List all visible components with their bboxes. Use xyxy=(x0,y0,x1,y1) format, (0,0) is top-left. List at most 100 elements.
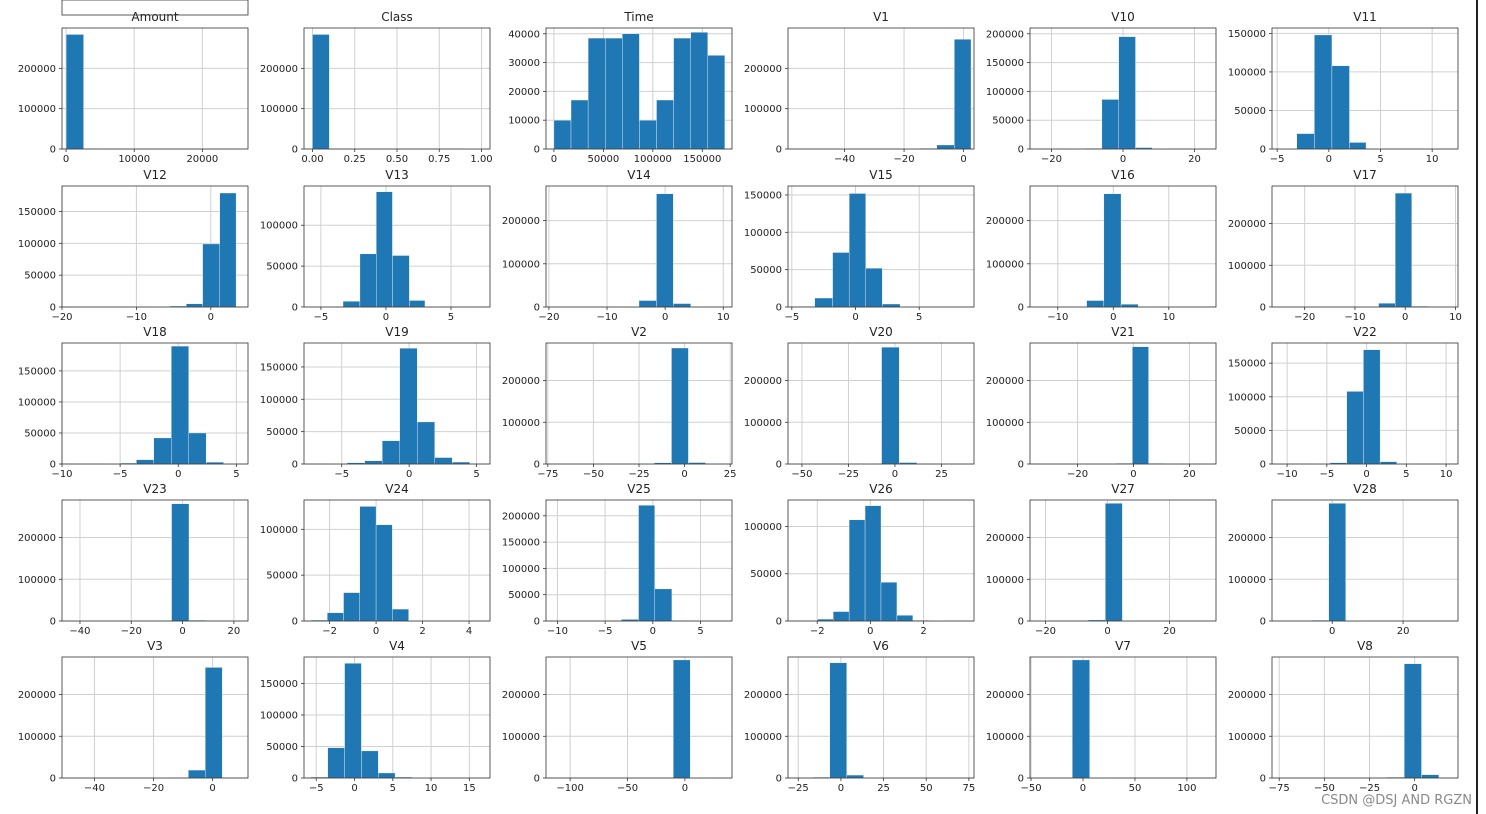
histogram-bar xyxy=(936,144,955,149)
axes-frame xyxy=(787,499,975,622)
axes-frame xyxy=(61,0,249,16)
x-tick-label: −10 xyxy=(1047,312,1068,323)
x-tick-label: 0 xyxy=(351,783,357,794)
x-tick-label: −50 xyxy=(1020,783,1041,794)
axes-frame xyxy=(545,27,733,150)
y-tick-label: 100000 xyxy=(986,418,1024,429)
subplot-v5: V5 −100 −50 0 0 100000 200000 xyxy=(502,639,733,794)
y-tick-label: 200000 xyxy=(502,376,540,387)
x-tick-label: 150000 xyxy=(683,154,721,165)
y-tick-label: 100000 xyxy=(744,104,782,115)
x-tick-label: 0 xyxy=(551,154,557,165)
subplot-title: V13 xyxy=(385,168,408,182)
y-tick-label: 100000 xyxy=(1228,392,1266,403)
histogram-bar xyxy=(954,39,972,149)
histogram-bars xyxy=(551,347,725,464)
y-tick-label: 40000 xyxy=(508,29,540,40)
histogram-bar xyxy=(1118,36,1136,149)
x-tick-label: 0 xyxy=(852,312,858,323)
histogram-bar xyxy=(896,615,914,621)
histogram-bar xyxy=(381,440,400,464)
histogram-bars xyxy=(1279,34,1454,149)
axes-frame xyxy=(61,185,249,308)
histogram-bars xyxy=(310,663,485,778)
subplot-v10: V10 −20 0 20 0 50000 100000 150000 200000 xyxy=(986,10,1217,165)
subplot-title: V22 xyxy=(1353,325,1376,339)
histogram-bar xyxy=(136,459,155,464)
subplot-v28: V28 0 20 0 100000 200000 xyxy=(1228,482,1459,637)
subplot-v1: V1 −40 −20 0 0 100000 200000 xyxy=(744,10,975,165)
x-tick-label: 20 xyxy=(1397,626,1410,637)
x-tick-label: 10 xyxy=(1162,312,1175,323)
y-tick-label: 150000 xyxy=(986,58,1024,69)
x-tick-label: 20000 xyxy=(186,154,218,165)
histogram-bar xyxy=(881,346,900,464)
histogram-bar xyxy=(829,662,847,778)
axes-frame xyxy=(1271,27,1459,150)
x-tick-label: −5 xyxy=(113,469,128,480)
x-tick-label: 0 xyxy=(209,783,215,794)
histogram-bar xyxy=(312,34,330,149)
y-tick-label: 100000 xyxy=(1228,732,1266,743)
x-tick-label: 2 xyxy=(920,626,926,637)
x-tick-label: 5 xyxy=(390,783,396,794)
histogram-bar xyxy=(1411,305,1429,307)
histogram-bars xyxy=(793,346,969,464)
axes-frame xyxy=(61,656,249,779)
axes-frame xyxy=(787,185,975,308)
axes-frame xyxy=(545,499,733,622)
histogram-bar xyxy=(1378,303,1396,307)
x-tick-label: 5 xyxy=(1377,154,1383,165)
histogram-bar xyxy=(1135,147,1153,149)
subplot-title: Amount xyxy=(131,10,178,24)
histogram-bar xyxy=(186,303,203,307)
x-tick-label: −2 xyxy=(322,626,337,637)
x-tick-label: −25 xyxy=(1359,783,1380,794)
y-tick-label: 100000 xyxy=(260,221,298,232)
histogram-bar xyxy=(553,120,572,149)
y-tick-label: 0 xyxy=(776,460,782,471)
histogram-bar xyxy=(417,421,435,464)
y-tick-label: 200000 xyxy=(986,376,1024,387)
y-tick-label: 0 xyxy=(534,617,540,628)
histogram-bar xyxy=(673,659,691,778)
x-tick-label: −75 xyxy=(537,469,558,480)
y-tick-label: 0 xyxy=(292,774,298,785)
histogram-bar xyxy=(848,519,866,621)
x-tick-label: 5 xyxy=(448,312,454,323)
y-tick-label: 200000 xyxy=(502,690,540,701)
x-tick-label: 10000 xyxy=(118,154,150,165)
x-tick-label: 0.00 xyxy=(301,154,323,165)
x-tick-label: 20 xyxy=(1163,626,1176,637)
x-tick-label: 25 xyxy=(724,469,737,480)
histogram-bar xyxy=(392,608,409,621)
x-tick-label: −10 xyxy=(547,626,568,637)
x-tick-label: 0 xyxy=(662,312,668,323)
subplot-title: V20 xyxy=(869,325,892,339)
histogram-bar xyxy=(375,524,393,621)
y-tick-label: 200000 xyxy=(744,64,782,75)
y-tick-label: 0 xyxy=(776,774,782,785)
y-tick-label: 200000 xyxy=(18,533,56,544)
y-tick-label: 50000 xyxy=(1234,106,1266,117)
y-tick-label: 200000 xyxy=(986,690,1024,701)
x-tick-label: −50 xyxy=(583,469,604,480)
x-tick-label: −5 xyxy=(309,783,324,794)
y-tick-label: 200000 xyxy=(502,511,540,522)
x-tick-label: −50 xyxy=(617,783,638,794)
histogram-bar xyxy=(343,592,360,621)
histogram-bar xyxy=(1349,142,1367,149)
y-tick-label: 0 xyxy=(1018,303,1024,314)
y-tick-label: 100000 xyxy=(744,522,782,533)
y-tick-label: 50000 xyxy=(750,265,782,276)
x-tick-label: 25 xyxy=(935,469,948,480)
histogram-bars xyxy=(795,39,972,149)
y-tick-label: 0 xyxy=(50,145,56,156)
x-tick-label: 0 xyxy=(681,469,687,480)
histogram-bar xyxy=(1346,391,1364,464)
histogram-bars xyxy=(554,505,725,621)
y-tick-label: 0 xyxy=(292,145,298,156)
subplot-v22: V22 −10 −5 0 5 10 0 50000 100000 150000 xyxy=(1228,325,1459,480)
y-tick-label: 50000 xyxy=(750,569,782,580)
subplot-title: V15 xyxy=(869,168,892,182)
